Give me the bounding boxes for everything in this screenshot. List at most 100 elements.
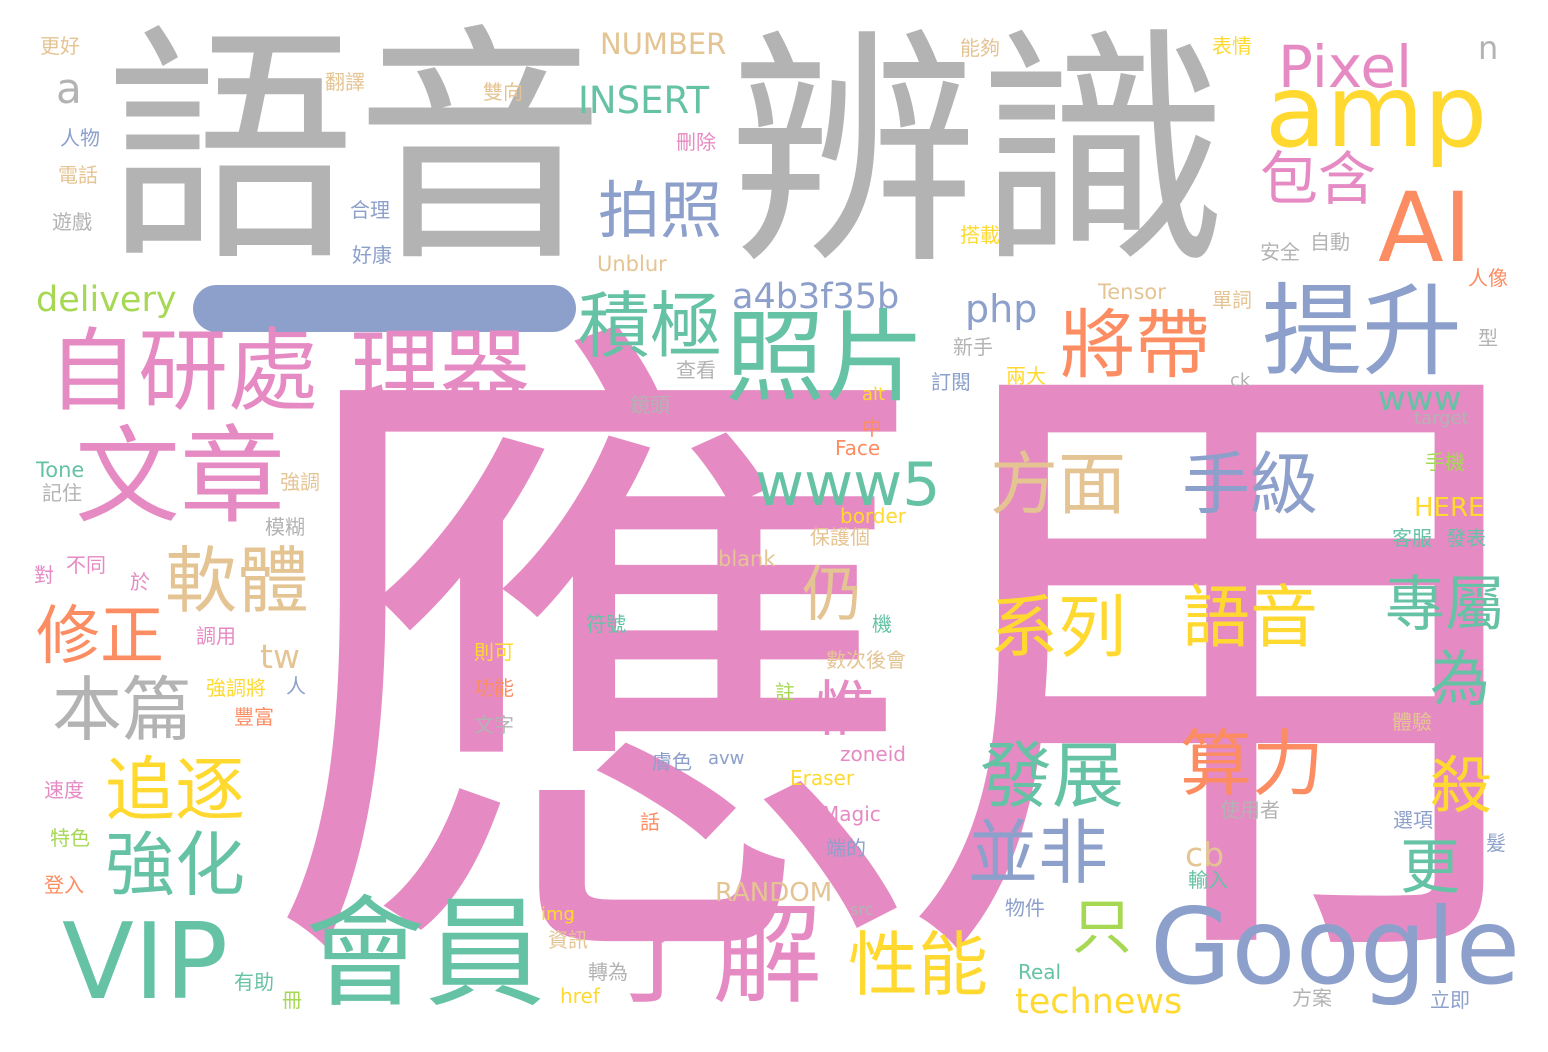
word-65: img xyxy=(541,904,575,925)
word-96: 記住 xyxy=(42,481,82,505)
word-75: 人物 xyxy=(60,126,100,150)
word-87: 新手 xyxy=(953,335,993,359)
word-47: 惟 xyxy=(815,675,875,745)
word-35: delivery xyxy=(36,280,177,320)
word-113: 豐富 xyxy=(234,705,274,729)
word-34: a4b3f35b xyxy=(732,277,900,317)
word-40: www xyxy=(1378,379,1462,419)
word-116: 膚色 xyxy=(652,750,692,774)
word-115: 體驗 xyxy=(1392,710,1432,734)
word-1: 語音 xyxy=(105,4,605,295)
word-63: target xyxy=(1414,408,1469,429)
word-122: 端的 xyxy=(826,836,866,860)
word-132: 髮 xyxy=(1486,831,1506,855)
word-55: Tone xyxy=(36,458,85,482)
word-108: 數次後會 xyxy=(826,648,906,672)
word-5: 會員 xyxy=(305,885,545,1024)
word-88: 兩大 xyxy=(1006,364,1046,388)
word-52: Unblur xyxy=(597,252,667,276)
word-79: 合理 xyxy=(350,198,390,222)
word-57: blank xyxy=(718,547,776,571)
word-24: 將帶 xyxy=(1060,301,1211,389)
word-85: 單詞 xyxy=(1212,288,1252,312)
word-30: 強化 xyxy=(105,824,245,906)
word-117: 速度 xyxy=(44,778,84,802)
word-64: ck xyxy=(1230,370,1251,391)
word-86: 型 xyxy=(1478,326,1498,350)
word-119: 使用者 xyxy=(1220,798,1280,822)
word-76: 電話 xyxy=(58,163,98,187)
word-124: 輸入 xyxy=(1188,868,1228,892)
word-91: 查看 xyxy=(676,358,716,382)
word-102: 不同 xyxy=(66,553,106,577)
word-82: 安全 xyxy=(1260,240,1300,264)
word-72: 雙向 xyxy=(483,80,523,104)
word-101: 對 xyxy=(34,563,54,587)
word-10: 照片 xyxy=(725,299,925,416)
word-129: 冊 xyxy=(282,988,302,1012)
word-54: HERE xyxy=(1414,493,1485,523)
word-62: alt xyxy=(862,384,886,405)
word-26: 軟體 xyxy=(165,539,310,623)
word-29: 追逐 xyxy=(105,749,245,831)
word-23: 積極 xyxy=(578,284,723,368)
word-71: 翻譯 xyxy=(325,70,365,94)
word-25: 包含 xyxy=(1260,145,1377,213)
word-90: 藉由 xyxy=(605,360,645,384)
word-121: 特色 xyxy=(50,826,90,850)
word-83: 自動 xyxy=(1310,230,1350,254)
word-100: 發表 xyxy=(1446,526,1486,550)
word-9: 文章 xyxy=(75,416,286,538)
word-36: INSERT xyxy=(578,79,710,122)
word-3: Google xyxy=(1150,886,1521,1008)
word-46: 仍 xyxy=(802,560,862,630)
word-127: 轉為 xyxy=(588,960,628,984)
word-125: 物件 xyxy=(1005,896,1045,920)
word-69: Real xyxy=(1018,960,1062,984)
word-20: 算力 xyxy=(1180,722,1325,806)
word-59: Eraser xyxy=(790,766,855,790)
word-118: 話 xyxy=(640,810,660,834)
word-58: zoneid xyxy=(840,742,906,766)
word-28: 修正 xyxy=(36,600,164,674)
word-37: NUMBER xyxy=(600,27,727,61)
word-31: 性能 xyxy=(848,924,988,1006)
word-120: 選項 xyxy=(1393,808,1433,832)
word-66: href xyxy=(560,984,600,1008)
word-45: 只 xyxy=(1072,893,1132,963)
word-123: 登入 xyxy=(44,873,84,897)
word-53: Tensor xyxy=(1098,280,1166,304)
word-109: 功能 xyxy=(474,676,514,700)
word-41: tw xyxy=(260,637,300,676)
word-18: 語音 xyxy=(1182,579,1319,658)
word-38: technews xyxy=(1015,982,1183,1022)
highlight-bar xyxy=(193,285,576,332)
word-13: AI xyxy=(1378,172,1472,284)
word-111: 人 xyxy=(286,674,306,698)
word-21: 並非 xyxy=(968,812,1108,894)
word-32: 專屬 xyxy=(1385,570,1505,640)
word-98: 保護個 xyxy=(810,525,870,549)
word-17: 系列 xyxy=(990,589,1127,668)
word-94: 手機 xyxy=(1425,450,1465,474)
word-6: 了解 xyxy=(602,891,822,1019)
word-99: 客服 xyxy=(1392,526,1432,550)
word-33: www5 xyxy=(755,450,941,520)
word-105: 機 xyxy=(872,612,892,636)
word-112: 註 xyxy=(775,680,795,704)
word-107: 則可 xyxy=(474,640,514,664)
word-77: 刪除 xyxy=(676,130,716,154)
word-110: 強調將 xyxy=(206,676,266,700)
word-14: Pixel xyxy=(1278,33,1413,101)
word-126: 資訊 xyxy=(548,928,588,952)
word-131: 立即 xyxy=(1430,988,1470,1012)
word-42: cb xyxy=(1185,835,1225,874)
word-8: 理器 xyxy=(350,319,530,424)
word-2: 辨識 xyxy=(728,7,1228,298)
word-22: 拍照 xyxy=(598,174,723,247)
word-11: 提升 xyxy=(1262,273,1462,390)
word-7: 自研處 xyxy=(48,319,318,424)
word-44: n xyxy=(1478,29,1499,67)
word-93: 中 xyxy=(862,416,882,440)
word-128: 有助 xyxy=(234,970,274,994)
